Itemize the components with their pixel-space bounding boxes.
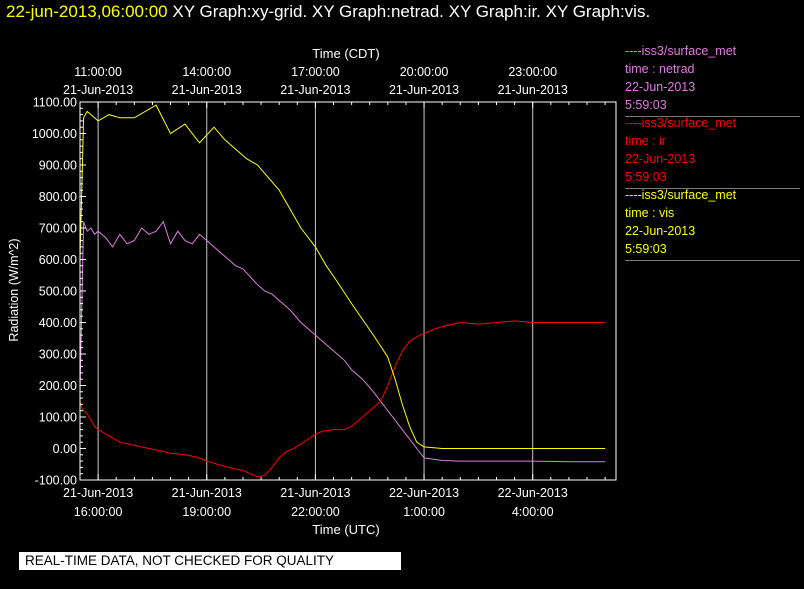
x-tick-date-bottom: 21-Jun-2013 — [280, 486, 350, 500]
bottom-axis-label: Time (UTC) — [312, 522, 379, 537]
legend-divider — [625, 188, 800, 189]
legend-var: time : netrad — [625, 62, 695, 76]
top-axis-label: Time (CDT) — [312, 46, 379, 61]
y-tick-label: 700.00 — [39, 222, 77, 236]
y-tick-label: 500.00 — [39, 285, 77, 299]
x-tick-date-top: 21-Jun-2013 — [389, 83, 459, 97]
y-tick-label: 400.00 — [39, 316, 77, 330]
x-tick-time-bottom: 22:00:00 — [291, 505, 340, 519]
x-tick-time-bottom: 4:00:00 — [512, 505, 554, 519]
y-tick-label: 0.00 — [53, 442, 77, 456]
legend-date: 22-Jun-2013 — [625, 152, 696, 166]
axis-layer: -100.00 0.00 100.00 200.00 300.00 400.00 500.0… — [32, 65, 617, 519]
legend-time: 5:59:03 — [625, 170, 667, 184]
legend-divider — [625, 116, 800, 117]
series-layer — [79, 104, 606, 478]
x-tick-time-top: 23:00:00 — [508, 65, 557, 79]
x-tick-time-bottom: 19:00:00 — [182, 505, 231, 519]
x-tick-time-bottom: 1:00:00 — [403, 505, 445, 519]
x-tick-time-top: 20:00:00 — [400, 65, 449, 79]
legend-date: 22-Jun-2013 — [625, 80, 696, 94]
header-graph-list: XY Graph:xy-grid. XY Graph:netrad. XY Gr… — [172, 2, 651, 21]
legend-line: ----iss3/surface_met — [625, 44, 737, 58]
header-timestamp: 22-jun-2013,06:00:00 — [6, 2, 168, 21]
legend-var: time : ir — [625, 134, 666, 148]
legend-var: time : vis — [625, 206, 675, 220]
legend-time: 5:59:03 — [625, 98, 667, 112]
y-axis-label: Radiation (W/m^2) — [7, 238, 21, 341]
y-tick-label: 200.00 — [39, 379, 77, 393]
legend-divider — [625, 260, 800, 261]
y-tick-label: 600.00 — [39, 253, 77, 267]
x-tick-time-top: 11:00:00 — [74, 65, 122, 79]
x-tick-date-bottom: 21-Jun-2013 — [63, 486, 133, 500]
x-tick-time-top: 17:00:00 — [291, 65, 340, 79]
y-tick-label: 1000.00 — [32, 127, 77, 141]
y-tick-label: -100.00 — [35, 474, 77, 488]
grid-layer — [97, 102, 534, 480]
x-tick-date-bottom: 22-Jun-2013 — [498, 486, 568, 500]
series-line-vis — [79, 104, 606, 449]
y-tick-label: 100.00 — [39, 411, 77, 425]
legend-time: 5:59:03 — [625, 242, 667, 256]
series-line-netrad — [79, 220, 606, 463]
x-tick-date-top: 21-Jun-2013 — [280, 83, 350, 97]
x-tick-time-top: 14:00:00 — [182, 65, 231, 79]
plot-frame — [79, 101, 617, 481]
header-title: 22-jun-2013,06:00:00 XY Graph:xy-grid. X… — [6, 2, 650, 22]
y-tick-label: 1100.00 — [33, 96, 77, 110]
legend-line: ----iss3/surface_met — [625, 116, 737, 130]
x-tick-date-top: 21-Jun-2013 — [63, 83, 133, 97]
legend-date: 22-Jun-2013 — [625, 224, 696, 238]
y-tick-label: 900.00 — [39, 159, 77, 173]
legend-line: ----iss3/surface_met — [625, 188, 737, 202]
y-tick-label: 300.00 — [39, 348, 77, 362]
x-tick-date-top: 21-Jun-2013 — [498, 83, 568, 97]
series-line-ir — [79, 320, 606, 478]
quality-notice: REAL-TIME DATA, NOT CHECKED FOR QUALITY — [19, 552, 401, 570]
x-tick-date-top: 21-Jun-2013 — [172, 83, 242, 97]
x-tick-date-bottom: 21-Jun-2013 — [172, 486, 242, 500]
x-tick-time-bottom: 16:00:00 — [74, 505, 123, 519]
x-tick-date-bottom: 22-Jun-2013 — [389, 486, 459, 500]
y-tick-label: 800.00 — [39, 190, 77, 204]
